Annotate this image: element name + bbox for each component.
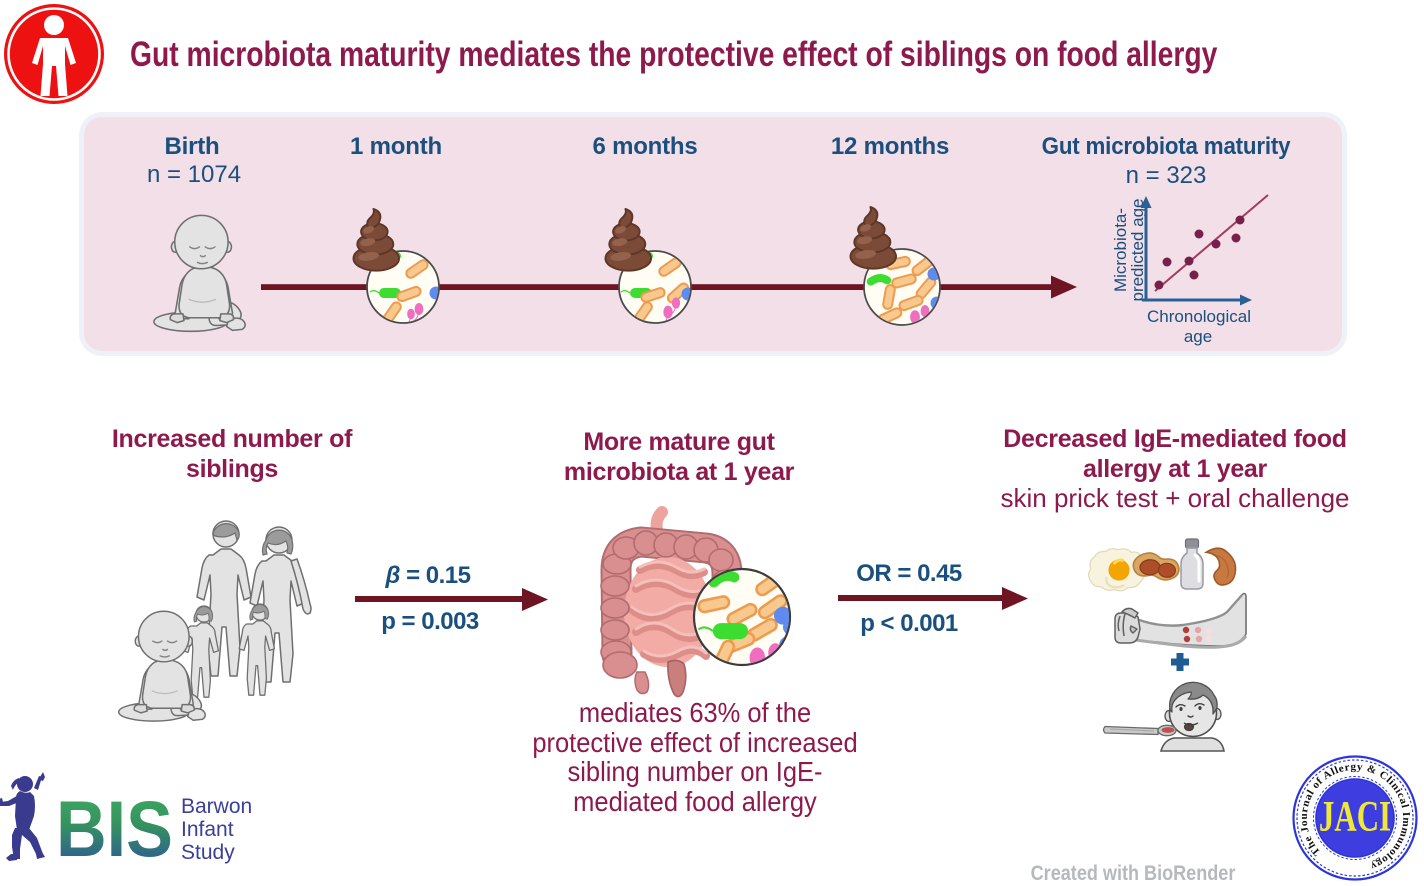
svg-text:Study: Study xyxy=(181,841,235,864)
svg-text:Infant: Infant xyxy=(181,818,234,841)
svg-text:predicted age: predicted age xyxy=(1128,198,1147,301)
svg-text:BIS: BIS xyxy=(56,784,173,873)
svg-text:Barwon: Barwon xyxy=(181,795,252,818)
svg-text:JACI: JACI xyxy=(1319,794,1391,841)
svg-text:Microbiota-: Microbiota- xyxy=(1111,208,1130,292)
